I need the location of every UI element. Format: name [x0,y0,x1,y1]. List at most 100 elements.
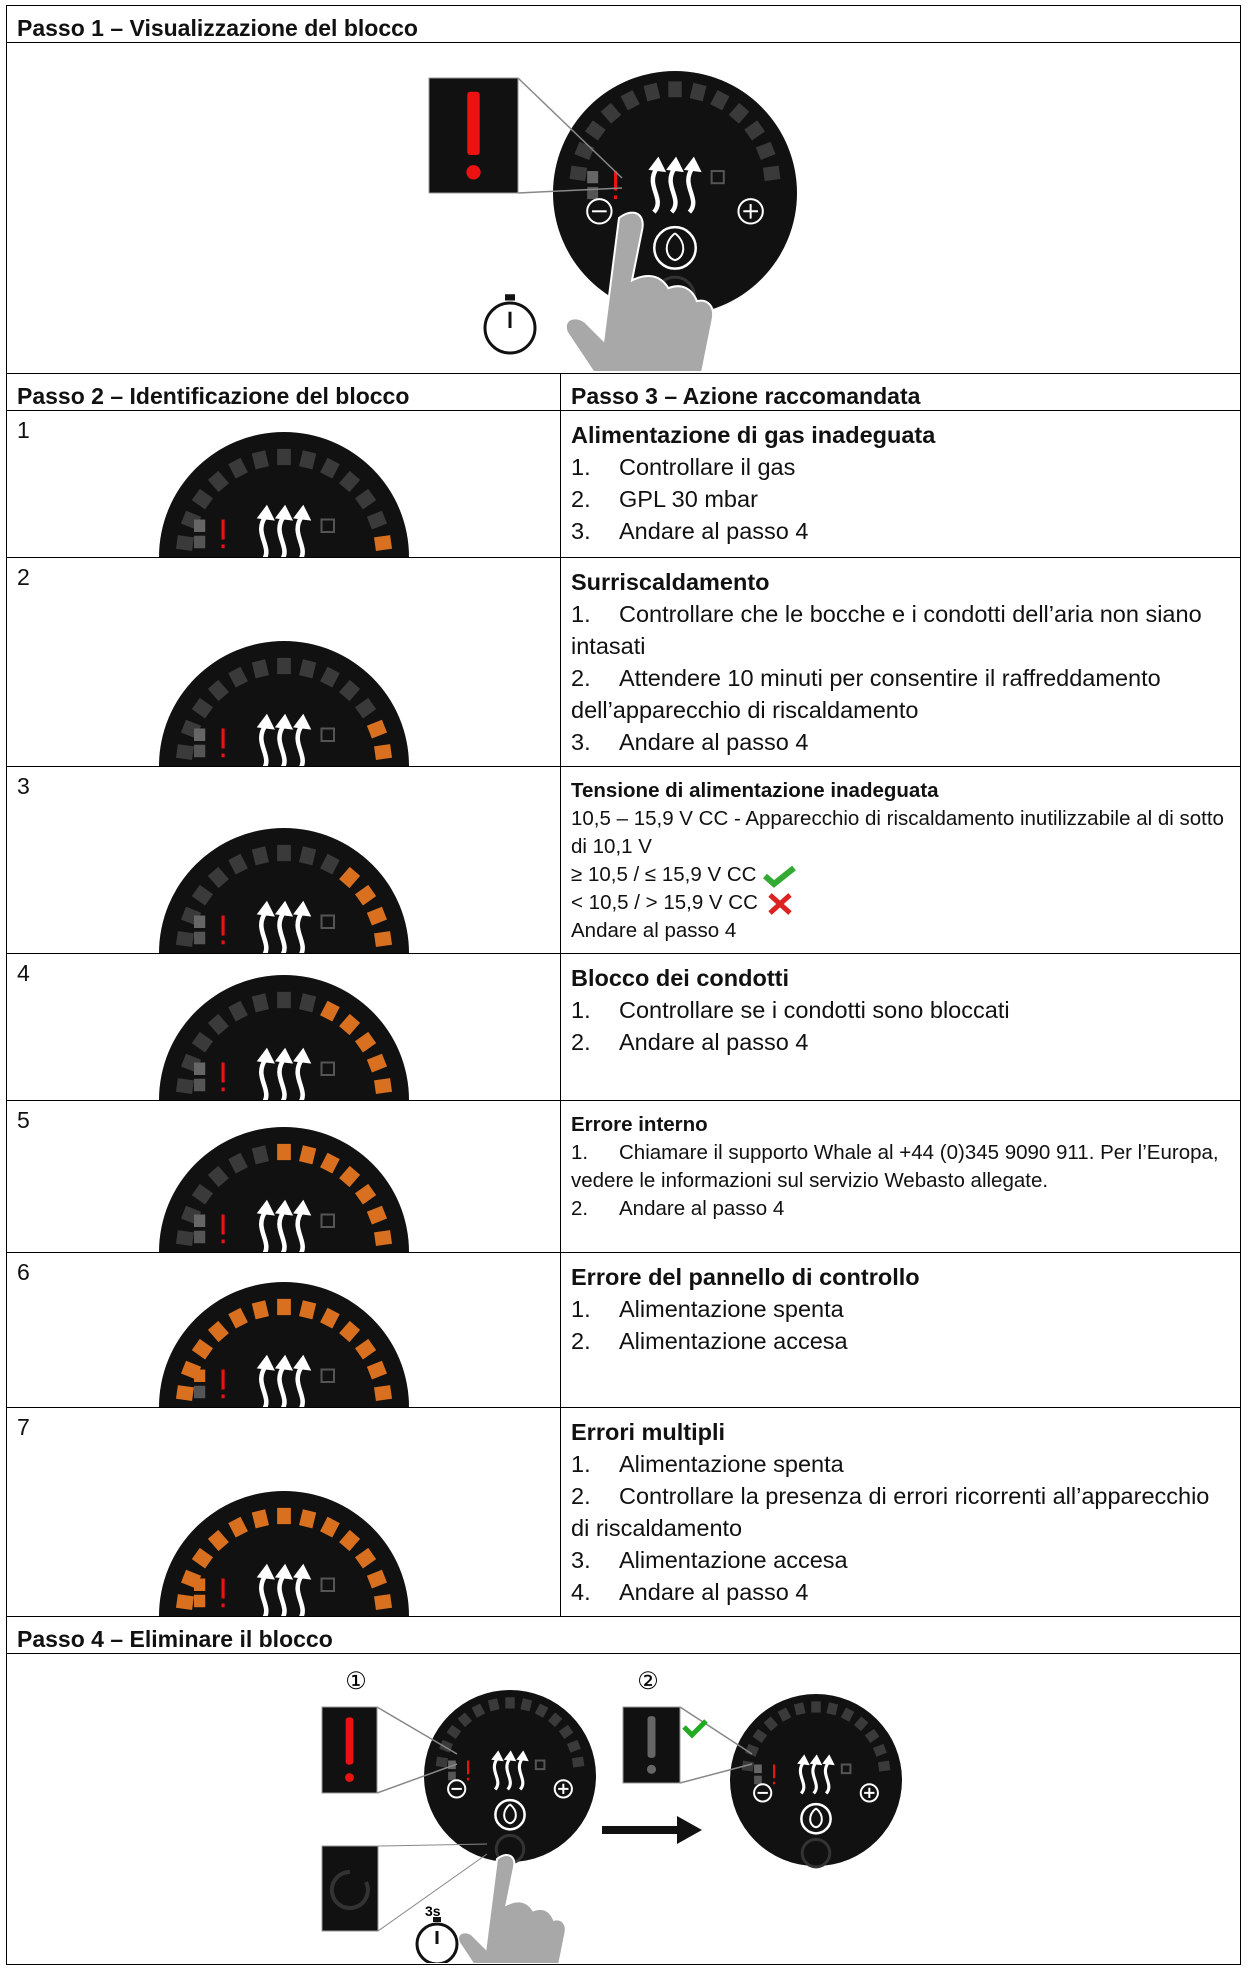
arrow-head [292,504,311,521]
cross-mark [768,892,792,915]
segment [354,1338,376,1360]
row: Passo 4 – Eliminare il blocco [6,1616,1241,1654]
lock-mark [467,1760,470,1775]
row-number: 3 [17,773,30,799]
segment [175,744,194,761]
segment [373,1594,392,1611]
flame-button [653,225,697,270]
arrow-head [683,156,702,173]
icon-ext [320,727,335,742]
segment [741,1760,755,1772]
segment [298,846,316,866]
dial-icon [158,1491,409,1616]
flame-button [800,1802,832,1835]
segment [373,1230,392,1247]
segment [643,82,661,102]
item-number: 1. [571,997,591,1023]
segment [298,993,316,1013]
icon-ext [320,1061,335,1076]
action-item: 2. Alimentazione accesa [571,1325,1230,1357]
arrow-head [274,1199,293,1216]
segment [763,1716,779,1732]
arrow-head [274,900,293,917]
segment [338,470,360,493]
segment [558,1724,574,1740]
hand [564,211,715,371]
flame [809,1807,823,1829]
action-item: 1. Controllare che le bocche e i condotti… [571,598,1230,662]
segment [207,679,229,702]
action-line: < 10,5 / > 15,9 V CC [571,889,1230,917]
action-cell: Surriscaldamento 1. Controllare che le boc… [560,557,1241,767]
heat-arrow [686,166,696,214]
segment [191,1547,213,1569]
icon-moon [193,1062,205,1075]
stopwatch-crown [433,1917,441,1922]
plus [553,1779,573,1799]
segment [569,165,588,182]
item-text: Andare al passo 4 [619,1029,809,1055]
segment [276,991,291,1009]
lock-mark [221,1369,225,1390]
segment [877,1760,891,1772]
action-cell: Blocco dei condotti 1. Controllare se i co… [560,953,1241,1101]
row-number: 6 [17,1259,30,1285]
lock-dot [221,1603,225,1608]
segment [446,1724,462,1740]
icon-snow [193,931,205,945]
item-text: Alimentazione spenta [619,1451,844,1477]
icon-moon [193,1578,205,1591]
line-text: Andare al passo 4 [571,919,737,942]
item-text: Attendere 10 minuti per consentire il ra… [571,665,1161,723]
icon-moon [448,1760,456,1770]
segment [366,719,387,739]
minus [586,198,613,225]
hold-time: 3s [425,1903,441,1919]
segment [338,1320,360,1343]
segment [668,81,682,98]
step2-header: Passo 2 – Identificazione del blocco [6,373,561,411]
segment [338,1013,360,1036]
arrow-head [491,1750,504,1762]
segment [191,1338,213,1360]
icon-ext [320,1213,335,1228]
action-item: 2. Andare al passo 4 [571,1026,1230,1058]
flame-button [494,1798,526,1831]
icon-ext [320,914,335,929]
lock-dot [221,940,225,945]
arrow-head [274,1047,293,1064]
item-number: 1. [571,454,591,480]
item-text: Andare al passo 4 [619,1579,809,1605]
segment [547,1712,563,1728]
row: ① ② 3s [6,1653,1241,1965]
heat-arrow [258,1209,269,1252]
lock-dot [614,195,618,200]
segment [435,1756,449,1768]
segment [366,1205,387,1225]
check [682,1719,708,1739]
segment [298,450,316,470]
segment [276,1143,291,1161]
segment [600,102,622,124]
segment [585,120,606,141]
segment [520,1698,533,1712]
icon-snow [587,186,599,200]
action-title: Errore interno [571,1113,708,1136]
heat-arrow [258,1057,269,1100]
action-item: 1. Controllare se i condotti sono bloccat… [571,994,1230,1026]
callout-line [376,1706,458,1794]
block-cell: 1 [6,410,561,558]
arrow-head [809,1754,823,1766]
item-number: 2. [571,1483,591,1509]
action-item: 3. Andare al passo 4 [571,515,1230,547]
segment [175,1230,194,1247]
segment [207,1165,229,1188]
segment [319,666,340,688]
segment [227,457,248,479]
segment [366,1053,387,1073]
action-text: Errori multipli 1. Alimentazione spenta 2. C… [561,1408,1240,1616]
segment [744,120,765,141]
heat-arrow [492,1757,500,1791]
lock-dot [221,753,225,758]
arrow-head [274,1354,293,1371]
